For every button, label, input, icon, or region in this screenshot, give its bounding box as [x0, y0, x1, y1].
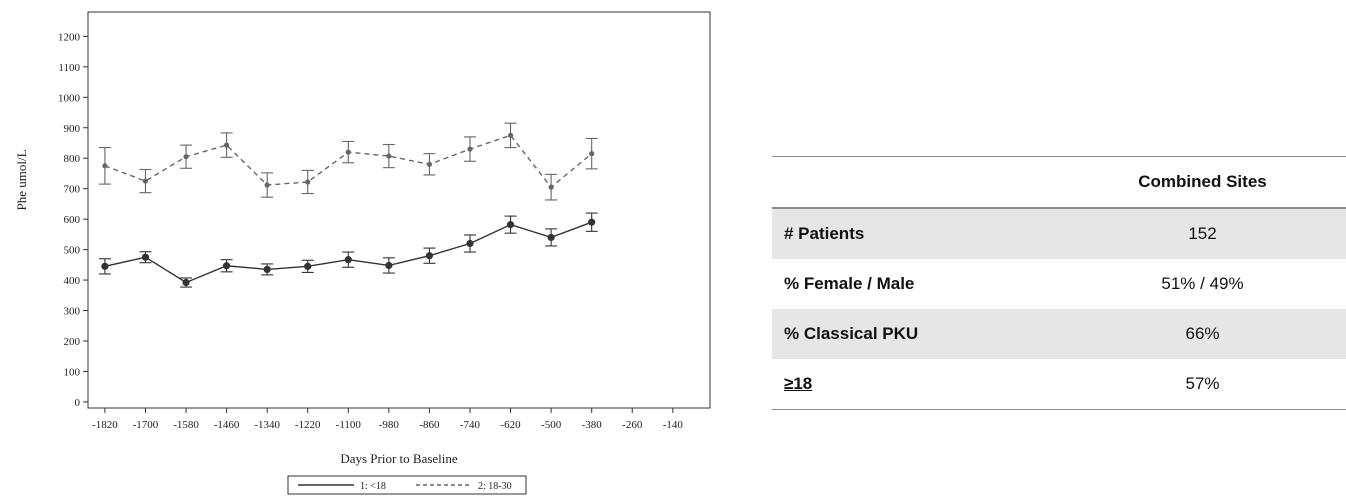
x-tick-label: -860 — [419, 419, 440, 431]
data-point — [183, 154, 189, 160]
data-point — [386, 153, 392, 159]
y-tick-label: 1100 — [58, 62, 80, 74]
row-value-patients: 152 — [1188, 224, 1217, 243]
summary-table: Combined Sites # Patients 152 % Female /… — [772, 156, 1346, 410]
y-tick-label: 1000 — [58, 92, 81, 104]
row-value-female-male: 51% / 49% — [1161, 274, 1244, 293]
data-point — [547, 233, 555, 242]
y-tick-label: 300 — [64, 306, 81, 318]
x-tick-label: -1820 — [92, 419, 118, 431]
y-tick-label: 1200 — [58, 31, 81, 43]
table-row: % Female / Male 51% / 49% — [772, 259, 1346, 309]
row-value-classical-pku: 66% — [1185, 324, 1220, 343]
x-tick-label: -740 — [460, 419, 481, 431]
data-point — [589, 151, 595, 157]
table-header-row: Combined Sites — [772, 156, 1346, 209]
y-axis-title: Phe umol/L — [14, 149, 29, 210]
data-point — [102, 163, 108, 169]
x-tick-label: -500 — [541, 419, 562, 431]
data-point — [345, 149, 351, 155]
data-point — [182, 278, 190, 287]
x-tick-label: -1220 — [295, 419, 321, 431]
x-tick-label: -1100 — [336, 419, 362, 431]
data-point — [344, 256, 352, 264]
x-tick-label: -1580 — [173, 419, 199, 431]
y-tick-label: 900 — [64, 123, 81, 135]
y-tick-label: 600 — [64, 214, 81, 226]
row-label-patients: # Patients — [784, 224, 865, 243]
table-header-combined-sites: Combined Sites — [1138, 172, 1267, 191]
y-tick-label: 800 — [64, 153, 81, 165]
row-label-female-male: % Female / Male — [784, 274, 915, 293]
table-row: ≥18 57% — [772, 359, 1346, 410]
data-point — [426, 161, 433, 167]
data-point — [305, 179, 311, 185]
x-tick-label: -1340 — [254, 419, 280, 431]
legend-label-2: 2: 18-30 — [478, 481, 512, 492]
data-point — [466, 239, 474, 248]
data-point — [425, 252, 434, 260]
row-value-age-18: 57% — [1185, 374, 1220, 393]
x-tick-label: -620 — [500, 419, 521, 431]
data-point — [141, 253, 150, 261]
data-point — [263, 265, 271, 273]
table-row: # Patients 152 — [772, 208, 1346, 259]
y-tick-label: 400 — [64, 275, 81, 287]
age-18-label-text: ≥18 — [784, 374, 813, 393]
y-tick-label: 100 — [64, 366, 81, 378]
data-point — [223, 142, 230, 148]
row-label-age-18: ≥18 — [772, 359, 1059, 410]
plot-frame — [87, 11, 711, 409]
data-point — [222, 262, 231, 270]
y-tick-label: 700 — [64, 184, 81, 196]
x-tick-label: -1460 — [214, 419, 240, 431]
table-row: % Classical PKU 66% — [772, 309, 1346, 359]
data-point — [304, 262, 312, 270]
legend-label-1: 1: <18 — [360, 481, 386, 492]
table-header-blank — [772, 157, 1059, 209]
y-tick-label: 200 — [64, 336, 81, 348]
x-tick-label: -260 — [622, 419, 643, 431]
x-tick-label: -980 — [379, 419, 400, 431]
line-chart: 0 100 200 300 400 500 600 700 800 900 1000 1100 1200… — [14, 11, 711, 495]
data-point — [548, 184, 554, 190]
x-axis-title: Days Prior to Baseline — [340, 451, 458, 466]
data-point — [588, 218, 596, 226]
x-tick-label: -380 — [582, 419, 603, 431]
chart-panel: 0 100 200 300 400 500 600 700 800 900 1000 1100 1200… — [14, 11, 711, 495]
row-label-classical-pku: % Classical PKU — [784, 324, 919, 343]
legend-box — [287, 475, 527, 495]
data-point — [264, 182, 270, 188]
data-point — [385, 261, 393, 270]
y-tick-label: 0 — [75, 397, 81, 409]
x-tick-label: -140 — [663, 419, 684, 431]
data-point — [507, 132, 514, 138]
data-point — [101, 262, 109, 270]
y-tick-label: 500 — [64, 245, 81, 257]
data-point — [142, 178, 149, 184]
x-tick-label: -1700 — [133, 419, 159, 431]
data-point — [506, 221, 515, 229]
data-point — [467, 146, 473, 152]
